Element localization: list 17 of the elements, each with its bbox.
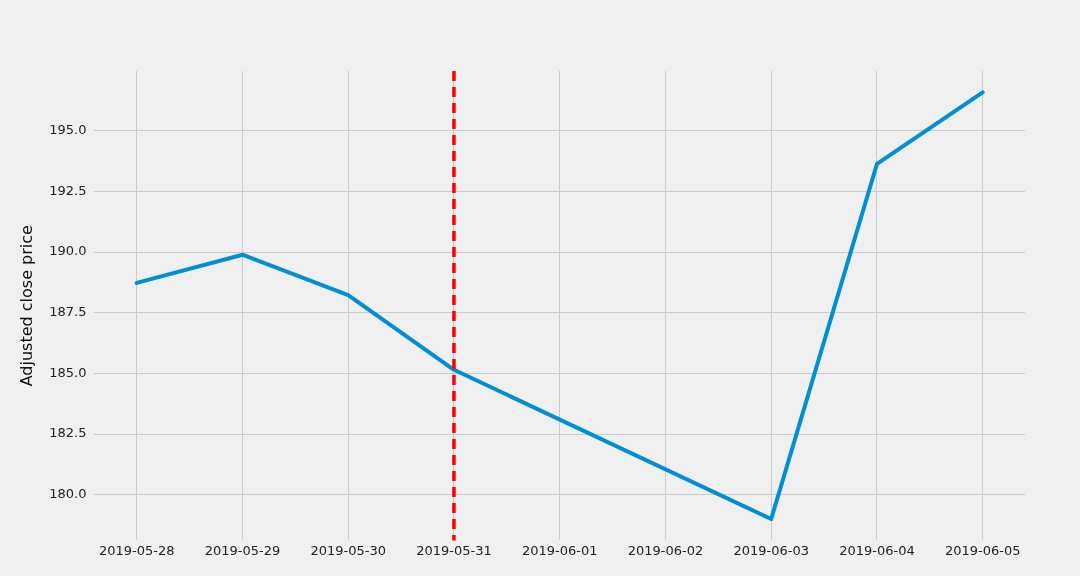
y-tick-label: 192.5 xyxy=(49,182,87,198)
x-tick-label: 2019-06-05 xyxy=(944,542,1021,558)
y-tick-label: 180.0 xyxy=(49,486,87,502)
y-axis-title: Adjusted close price xyxy=(16,225,36,387)
y-tick-label: 187.5 xyxy=(49,304,87,320)
x-tick-label: 2019-06-03 xyxy=(733,542,809,558)
x-tick-label: 2019-05-31 xyxy=(416,542,492,558)
x-tick-label: 2019-06-04 xyxy=(839,542,915,558)
y-tick-label: 190.0 xyxy=(49,243,87,259)
y-tick-label: 182.5 xyxy=(49,425,87,441)
x-tick-label: 2019-05-28 xyxy=(98,542,175,558)
y-tick-label: 185.0 xyxy=(49,364,87,380)
x-tick-label: 2019-06-01 xyxy=(521,542,598,558)
x-tick-label: 2019-05-30 xyxy=(310,542,386,558)
x-tick-label: 2019-06-02 xyxy=(627,542,704,558)
y-tick-label: 195.0 xyxy=(49,122,87,138)
x-tick-label: 2019-05-29 xyxy=(204,542,281,558)
